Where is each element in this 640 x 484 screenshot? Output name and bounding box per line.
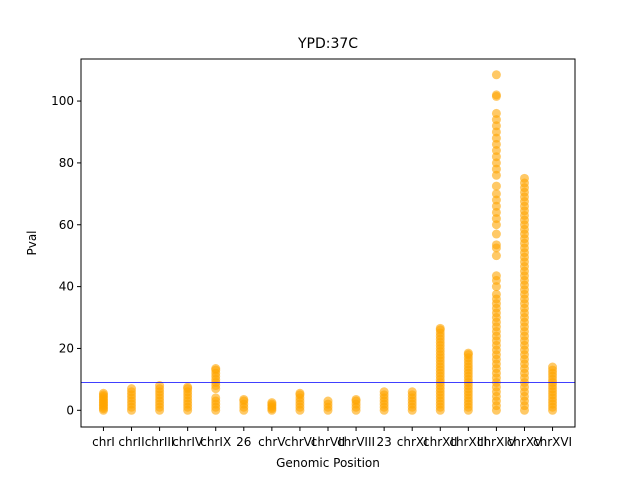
y-tick-label: 80 [59,156,74,170]
point [491,201,501,211]
point [491,115,501,125]
point [211,393,221,403]
plot-frame [80,58,576,428]
point [267,398,277,408]
point [491,251,501,261]
y-tick-label: 60 [59,218,74,232]
point [491,181,501,191]
x-tick-label: chrI [92,435,115,449]
x-tick-label: 23 [376,435,391,449]
point [491,170,501,180]
point [519,173,529,183]
point [491,152,501,162]
point [491,214,501,224]
point [98,388,108,398]
point [183,382,193,392]
x-tick-label: chrIV [172,435,204,449]
point [491,121,501,131]
y-tick-label: 0 [66,403,74,417]
point [491,108,501,118]
x-tick-label: chrXIV [477,435,517,449]
point [491,271,501,281]
x-tick-label: chrXVI [533,435,572,449]
point [435,323,445,333]
y-tick-label: 100 [51,94,74,108]
point [491,207,501,217]
x-tick-label: chrV [258,435,286,449]
x-tick-label: chrIII [145,435,175,449]
y-tick-label: 20 [59,341,74,355]
chart-title: YPD:37C [297,36,358,52]
point [491,139,501,149]
point [491,158,501,168]
x-axis-label: Genomic Position [276,456,380,470]
point [491,240,501,250]
point [491,189,501,199]
y-axis-label: Pval [25,230,39,255]
point [491,133,501,143]
point [491,229,501,239]
point [239,394,249,404]
point [491,164,501,174]
point [351,394,361,404]
point [491,90,501,100]
y-tick-label: 40 [59,280,74,294]
x-tick-label: chrVIII [337,435,375,449]
x-tick-label: 26 [236,435,251,449]
point [491,289,501,299]
x-tick-label: chrXII [423,435,457,449]
point [491,127,501,137]
point [155,381,165,391]
x-tick-label: chrXV [507,435,543,449]
point [491,146,501,156]
point [211,364,221,374]
x-tick-label: chrXIII [449,435,487,449]
point [295,388,305,398]
point [463,348,473,358]
x-tick-label: chrVI [284,435,315,449]
point [323,396,333,406]
point [491,70,501,80]
x-tick-label: chrII [118,435,144,449]
x-tick-label: chrXI [397,435,428,449]
point [127,384,137,394]
x-tick-label: chrIX [200,435,231,449]
point [548,362,558,372]
point [407,387,417,397]
point [491,195,501,205]
x-tick-label: chrVII [311,435,345,449]
point [379,387,389,397]
point [491,220,501,230]
point [491,282,501,292]
